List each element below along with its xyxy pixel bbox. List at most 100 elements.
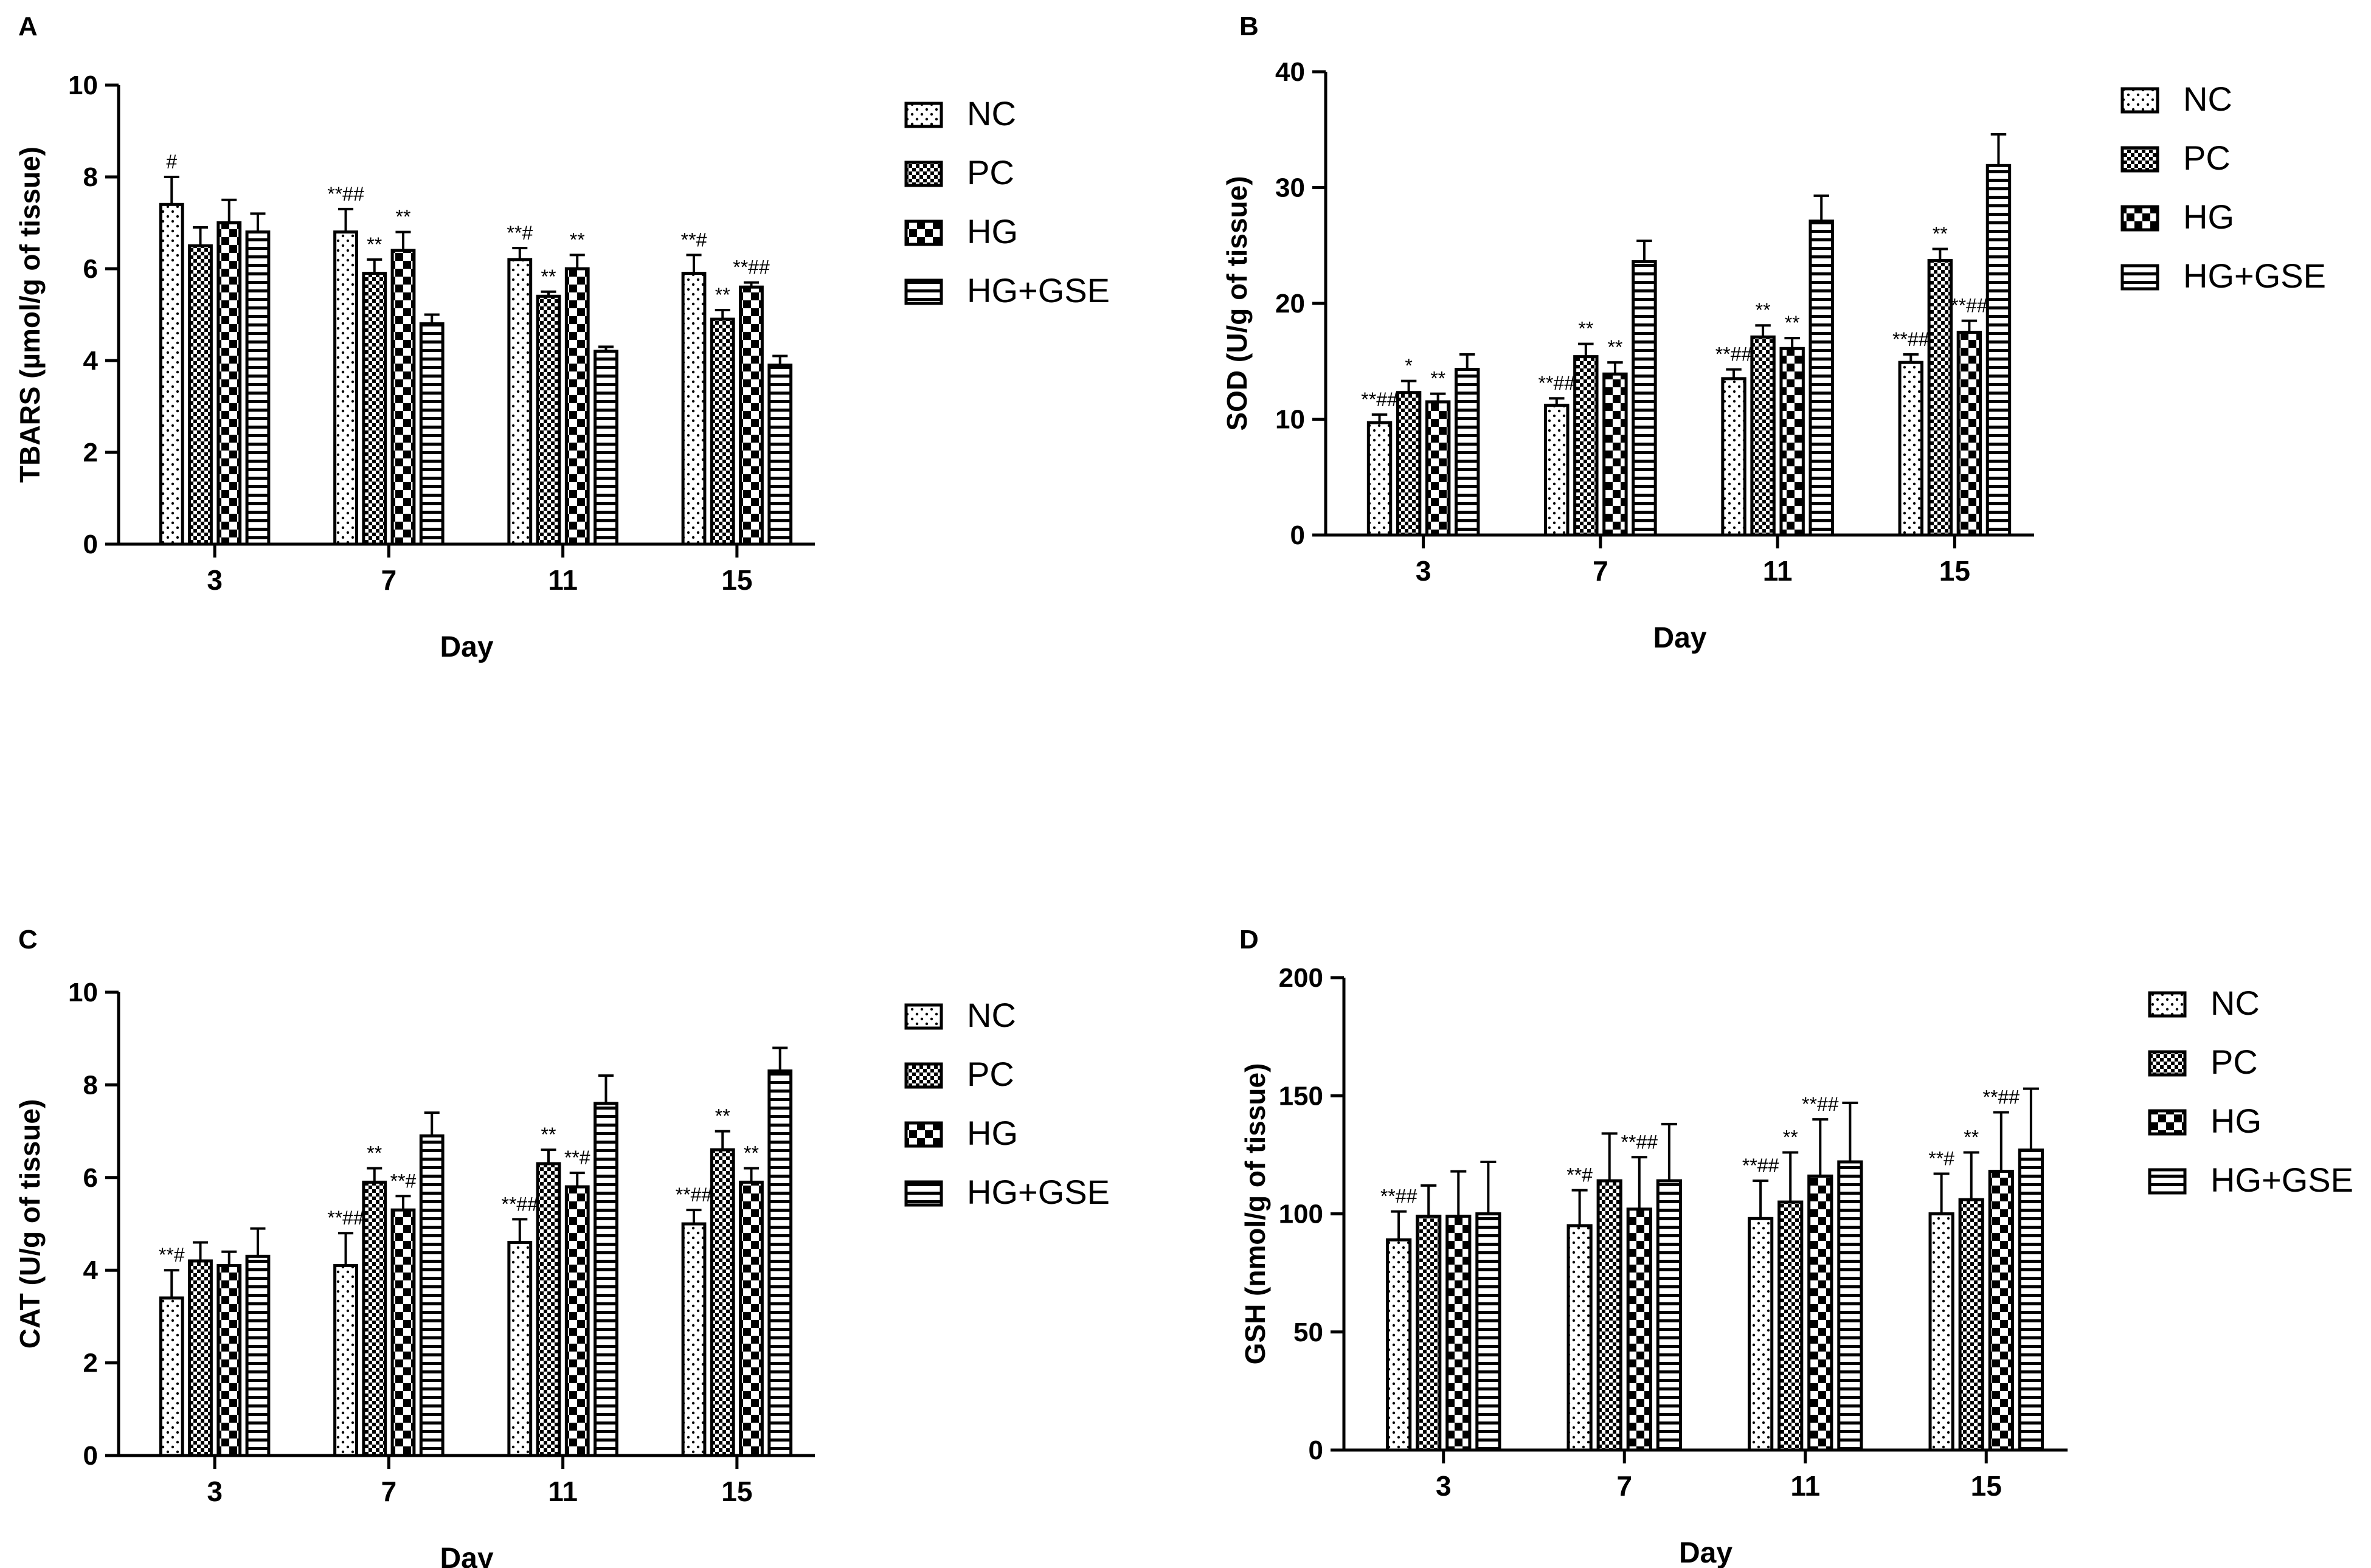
significance-label: ** xyxy=(715,1105,730,1127)
legend-swatch-hg xyxy=(904,1121,943,1148)
bar-hg xyxy=(1425,400,1451,537)
chart-panel-c: 0 2 4 6 8 10 CAT (U/g of tissue) 3 **# 7 **## ** **#… xyxy=(14,978,1110,1568)
bar-nc xyxy=(507,258,533,546)
bar-hg-gse xyxy=(2018,1148,2044,1452)
x-axis-title: Day xyxy=(1653,622,1706,654)
bar-nc xyxy=(159,1296,184,1457)
bar-nc xyxy=(333,230,358,546)
bar-hg-gse xyxy=(1455,368,1480,537)
x-tick-label: 15 xyxy=(1939,555,1970,587)
y-axis-title: GSH (nmol/g of tissue) xyxy=(1239,1063,1271,1365)
y-tick-label: 0 xyxy=(83,1441,98,1471)
legend-swatch-nc xyxy=(904,102,943,128)
y-tick-label: 40 xyxy=(1275,57,1305,87)
x-tick-label: 3 xyxy=(1416,555,1431,587)
legend-swatch-nc xyxy=(2120,87,2159,114)
legend-swatch-pc xyxy=(2120,146,2159,173)
bar-pc xyxy=(362,272,387,546)
legend-swatch-hg-gse xyxy=(904,1180,943,1207)
legend-swatch-hg xyxy=(2120,205,2159,232)
bar-pc xyxy=(1958,1198,1984,1452)
bar-hg-gse xyxy=(419,322,445,546)
significance-label: **## xyxy=(1621,1131,1658,1153)
significance-label: **# xyxy=(681,229,707,250)
x-axis-title: Day xyxy=(440,1542,493,1568)
significance-label: **## xyxy=(1983,1086,2020,1108)
bar-hg xyxy=(216,1264,242,1457)
y-tick-label: 2 xyxy=(83,1349,98,1378)
bar-hg-gse xyxy=(594,1102,618,1457)
y-tick-label: 10 xyxy=(68,71,98,100)
bar-pc xyxy=(1750,335,1776,537)
bar-nc xyxy=(1566,1224,1593,1452)
bar-nc xyxy=(333,1264,358,1457)
bar-hg-gse xyxy=(245,1254,271,1457)
significance-label: **## xyxy=(1742,1155,1779,1176)
significance-label: ** xyxy=(570,229,585,250)
y-tick-label: 200 xyxy=(1279,963,1323,993)
legend-swatch-hg xyxy=(904,219,943,246)
x-tick-label: 11 xyxy=(548,1476,578,1507)
significance-label: ** xyxy=(541,266,556,288)
y-tick-label: 150 xyxy=(1279,1081,1323,1111)
legend-label: HG+GSE xyxy=(967,271,1110,309)
x-axis-title: Day xyxy=(440,631,493,663)
significance-label: **# xyxy=(159,1244,185,1266)
bar-pc xyxy=(1596,1179,1622,1452)
legend-swatch-nc xyxy=(904,1003,943,1030)
x-tick-label: 3 xyxy=(207,1476,223,1507)
significance-label: **# xyxy=(390,1170,417,1192)
significance-label: **## xyxy=(1361,389,1398,410)
x-axis-title: Day xyxy=(1679,1537,1732,1568)
bar-hg-gse xyxy=(419,1134,445,1457)
legend-swatch-nc xyxy=(2148,991,2187,1018)
significance-label: **# xyxy=(1928,1147,1954,1169)
bar-nc xyxy=(681,1222,707,1457)
significance-label: **# xyxy=(564,1147,590,1169)
legend-label: HG xyxy=(967,212,1018,250)
bar-pc xyxy=(188,244,213,546)
significance-label: ** xyxy=(1430,368,1445,390)
y-tick-label: 0 xyxy=(1309,1435,1323,1465)
bar-hg-gse xyxy=(767,1069,793,1457)
y-tick-label: 2 xyxy=(83,438,98,468)
y-axis-title: CAT (U/g of tissue) xyxy=(14,1099,46,1349)
significance-label: # xyxy=(166,151,177,173)
x-tick-label: 15 xyxy=(1971,1470,2002,1502)
bar-nc xyxy=(1386,1238,1412,1452)
significance-label: ** xyxy=(1964,1126,1979,1148)
y-tick-label: 20 xyxy=(1275,289,1305,319)
bar-pc xyxy=(1927,259,1953,537)
x-tick-label: 3 xyxy=(1436,1470,1452,1502)
significance-label: ** xyxy=(1578,318,1593,340)
bar-hg-gse xyxy=(245,230,271,546)
y-tick-label: 8 xyxy=(83,162,98,192)
significance-label: **## xyxy=(1892,328,1930,350)
significance-label: ** xyxy=(715,284,730,306)
bar-hg xyxy=(390,249,416,546)
panel-label-d: D xyxy=(1239,925,1259,955)
y-tick-label: 10 xyxy=(1275,405,1305,435)
x-tick-label: 15 xyxy=(721,1476,752,1507)
bar-pc xyxy=(710,1148,735,1457)
bar-hg xyxy=(1779,347,1805,537)
y-tick-label: 10 xyxy=(68,978,98,1007)
legend-label: PC xyxy=(2210,1043,2258,1081)
x-tick-label: 7 xyxy=(1593,555,1608,587)
y-tick-label: 30 xyxy=(1275,173,1305,203)
significance-label: ** xyxy=(396,206,411,228)
y-tick-label: 6 xyxy=(83,1163,98,1193)
bar-hg xyxy=(739,1180,764,1457)
significance-label: ** xyxy=(367,233,382,255)
legend-swatch-hg-gse xyxy=(904,278,943,305)
significance-label: ** xyxy=(541,1124,556,1145)
legend-label: NC xyxy=(967,996,1016,1034)
bar-nc xyxy=(159,202,184,546)
bar-pc xyxy=(362,1180,387,1457)
legend-label: HG xyxy=(2210,1102,2262,1140)
y-tick-label: 0 xyxy=(1290,520,1305,550)
y-tick-label: 4 xyxy=(83,346,99,376)
significance-label: **## xyxy=(1802,1093,1839,1115)
